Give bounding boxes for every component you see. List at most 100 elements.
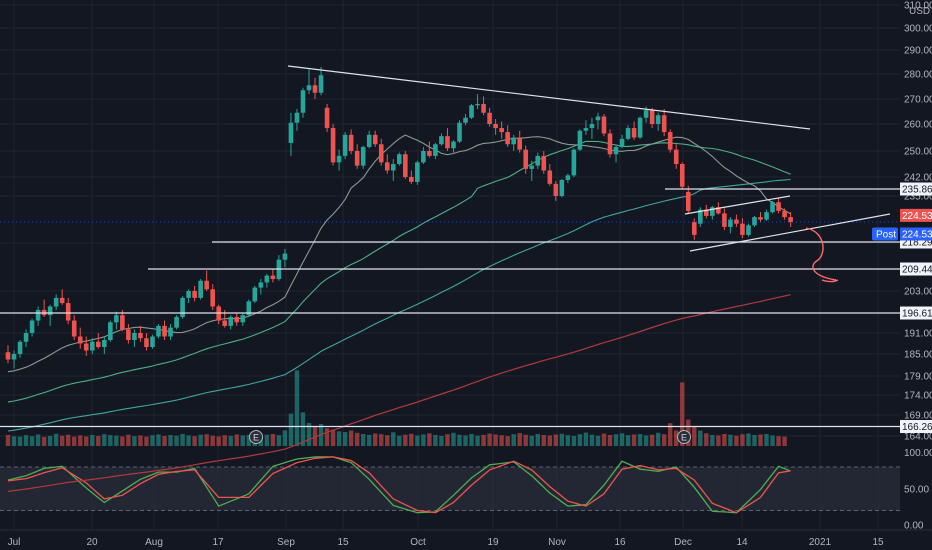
candle	[390, 159, 396, 181]
candle-body	[348, 134, 354, 151]
candle-body	[71, 320, 77, 337]
candle	[108, 320, 113, 342]
post-market-bg	[900, 227, 932, 241]
candle-body	[752, 217, 757, 226]
earnings-marker-label: E	[253, 433, 259, 443]
candle	[673, 144, 679, 169]
time-tick-label: Jul	[8, 537, 21, 548]
moving-average-50-line	[7, 140, 791, 403]
candle	[499, 121, 504, 139]
candle-body	[360, 146, 366, 166]
volume-bar	[114, 435, 119, 446]
candle	[571, 148, 577, 177]
candle-body	[523, 149, 529, 169]
candle-body	[5, 352, 11, 360]
candle-body	[607, 133, 613, 155]
candle	[35, 306, 41, 326]
candle	[228, 315, 234, 330]
candle-body	[312, 85, 318, 93]
candle	[342, 132, 348, 160]
volume-bar	[782, 436, 787, 446]
volume-bar	[740, 434, 745, 446]
candle	[427, 141, 432, 158]
volume-bar	[722, 434, 727, 446]
candle-body	[583, 128, 589, 131]
candle	[758, 212, 763, 223]
post-market-pill	[872, 227, 898, 241]
candle	[529, 160, 535, 181]
candle	[445, 128, 450, 151]
candle-body	[403, 154, 408, 177]
candle	[330, 124, 336, 166]
candle	[29, 318, 35, 337]
volume-bar	[391, 432, 396, 446]
volume-bar	[174, 435, 179, 446]
volume-bar	[439, 435, 444, 446]
candle	[631, 121, 637, 141]
volume-bar	[264, 434, 270, 446]
candle	[198, 279, 203, 300]
candle	[746, 223, 751, 237]
price-tick-label: 235.00	[904, 192, 932, 203]
candle-body	[47, 306, 53, 316]
price-axis[interactable]: 310.00 300.00 290.00 280.00 270.00 260.00 250.…	[872, 0, 932, 532]
candle-body	[162, 325, 167, 337]
volume-bar	[324, 428, 330, 446]
candle-body	[698, 209, 703, 224]
earnings-marker[interactable]: E	[677, 430, 691, 444]
candle-body	[53, 297, 59, 307]
volume-bar	[577, 434, 583, 446]
candle	[138, 325, 143, 342]
level-tag-text: 235.86	[902, 185, 932, 196]
candle-body	[102, 340, 107, 347]
earnings-marker-badge	[677, 430, 691, 444]
volume-bar	[11, 436, 17, 446]
time-tick-label: 19	[487, 537, 499, 548]
candle-body	[234, 316, 240, 323]
volume-bar	[246, 434, 251, 446]
earnings-marker[interactable]: E	[249, 430, 263, 444]
candle-body	[788, 217, 793, 223]
volume-bar	[198, 434, 203, 446]
volume-bar	[475, 435, 480, 446]
volume-bar	[776, 436, 781, 446]
candle-body	[541, 155, 547, 171]
candle	[667, 129, 673, 153]
candle	[583, 120, 589, 135]
currency-label: USD	[909, 6, 930, 17]
candle	[740, 218, 745, 239]
price-tick-label: 185.00	[904, 350, 932, 361]
candle-body	[138, 333, 143, 339]
level-tag-text: 166.26	[902, 422, 932, 433]
candle-body	[210, 289, 215, 307]
volume-bar	[463, 435, 468, 446]
volume-bar	[35, 434, 41, 446]
price-tick-label: 191.00	[904, 329, 932, 340]
candle-body	[415, 162, 420, 182]
post-market-value: 224.53	[902, 230, 932, 241]
candle-body	[204, 280, 209, 290]
time-axis[interactable]: Jul 20 Aug 17 Sep 15 Oct 19 Nov 16 Dec 14 2021 15	[0, 529, 932, 548]
volume-bar	[102, 434, 107, 446]
candle	[168, 324, 173, 340]
volume-bar	[360, 434, 366, 446]
volume-bar	[84, 436, 89, 446]
candle-body	[174, 316, 179, 328]
moving-averages	[7, 134, 791, 492]
candle-body	[553, 183, 559, 196]
candle-body	[667, 132, 673, 150]
candle	[180, 296, 185, 319]
candle-body	[643, 110, 649, 118]
candle	[619, 134, 625, 149]
candle-body	[661, 115, 667, 133]
candle	[5, 345, 11, 364]
candle	[366, 130, 372, 149]
candle-body	[722, 213, 727, 227]
volume-bar	[734, 435, 739, 446]
candle	[463, 114, 468, 126]
candle	[475, 94, 480, 109]
candle-body	[716, 207, 721, 214]
